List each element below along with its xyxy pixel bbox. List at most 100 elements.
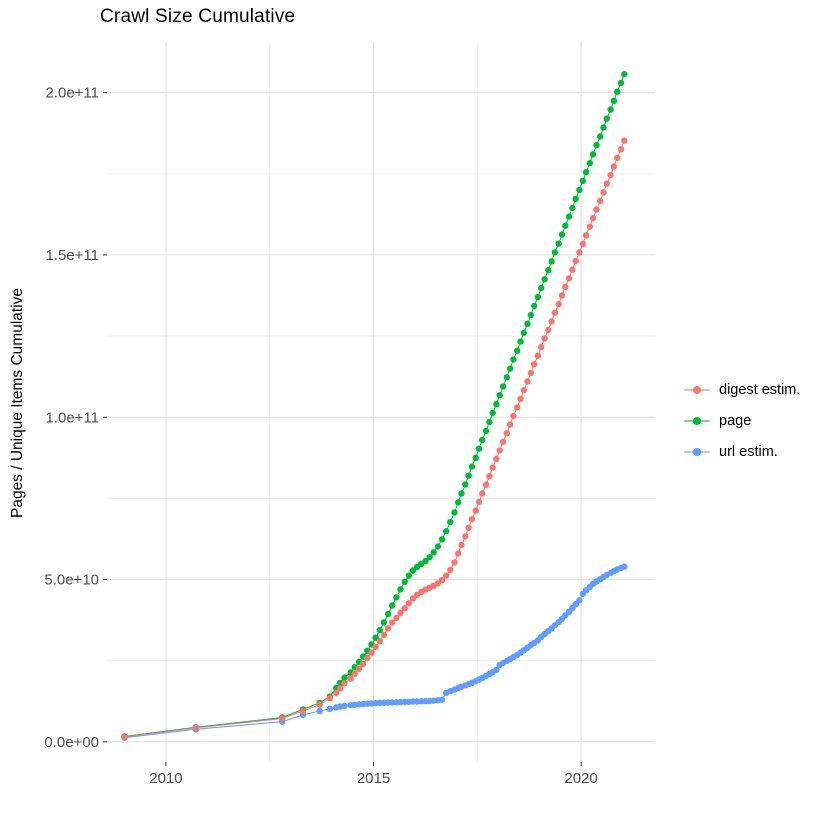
data-point: [482, 427, 490, 435]
data-point: [614, 88, 621, 95]
data-point: [514, 347, 521, 354]
data-point: [299, 707, 307, 715]
data-point: [493, 455, 500, 463]
data-point: [558, 231, 566, 238]
data-point: [579, 177, 586, 185]
data-point: [558, 292, 566, 299]
data-point: [468, 516, 476, 523]
data-point: [462, 481, 469, 488]
data-point: [482, 481, 490, 488]
data-point: [489, 409, 496, 417]
x-tick-label: 2015: [357, 770, 390, 787]
data-point: [472, 507, 479, 514]
data-point: [326, 694, 334, 702]
legend-item: url estim.: [684, 442, 800, 462]
data-point: [579, 240, 586, 248]
data-point: [458, 541, 465, 549]
data-point: [541, 276, 548, 283]
data-point: [503, 374, 510, 381]
data-point: [510, 412, 517, 420]
data-point: [572, 195, 579, 202]
data-point: [534, 352, 542, 359]
data-point: [468, 463, 476, 470]
data-point: [368, 649, 375, 656]
data-point: [603, 180, 610, 187]
data-point: [372, 634, 379, 641]
data-point: [384, 625, 392, 632]
data-point: [489, 464, 496, 471]
data-point: [409, 595, 417, 602]
data-point: [551, 249, 559, 256]
data-point: [279, 715, 286, 722]
legend-label: digest estim.: [719, 382, 801, 398]
data-point: [534, 293, 542, 301]
data-point: [447, 566, 454, 573]
data-point: [341, 674, 348, 681]
x-tick-label: 2020: [564, 770, 597, 787]
data-point: [341, 702, 348, 709]
data-point: [576, 186, 583, 194]
data-point: [472, 454, 479, 461]
data-point: [524, 378, 531, 385]
chart-title: Crawl Size Cumulative: [100, 6, 296, 27]
data-point: [389, 602, 396, 609]
data-point: [438, 577, 446, 584]
data-point: [517, 395, 524, 402]
data-point: [389, 619, 396, 626]
legend-item: digest estim.: [684, 380, 800, 400]
data-point: [589, 151, 597, 158]
y-tick-label: 5.0e+10: [44, 572, 99, 589]
data-point: [614, 154, 621, 162]
data-point: [493, 666, 500, 673]
data-point: [524, 320, 531, 327]
legend-label: page: [719, 413, 752, 429]
data-point: [401, 578, 408, 585]
data-point: [475, 498, 483, 506]
data-point: [397, 586, 404, 593]
y-tick-label: 0.0e+00: [44, 734, 99, 751]
data-point: [493, 401, 500, 408]
data-point: [316, 701, 323, 708]
data-point: [514, 404, 521, 411]
data-point: [438, 696, 446, 703]
data-point: [520, 329, 527, 337]
data-point: [621, 70, 628, 78]
data-point: [510, 356, 517, 363]
data-point: [597, 133, 604, 140]
url-series-marker-icon: [684, 442, 710, 462]
data-point: [617, 146, 625, 153]
data-point: [380, 619, 388, 626]
data-point: [597, 197, 604, 205]
data-point: [443, 528, 450, 535]
data-point: [572, 257, 579, 265]
data-point: [541, 335, 548, 342]
data-point: [593, 142, 600, 149]
data-point: [455, 550, 462, 557]
data-point: [465, 472, 472, 479]
page-series-marker-icon: [684, 411, 710, 431]
data-point: [607, 106, 614, 113]
data-point: [496, 392, 503, 399]
data-point: [576, 249, 583, 256]
data-point: [121, 733, 128, 741]
data-point: [333, 689, 340, 697]
data-point: [372, 643, 379, 650]
data-point: [621, 137, 628, 144]
data-point: [316, 707, 323, 715]
data-point: [393, 614, 400, 622]
data-point: [486, 418, 493, 426]
y-tick-label: 2.0e+11: [45, 85, 99, 102]
data-point: [565, 275, 573, 282]
data-point: [458, 490, 465, 497]
data-point: [582, 232, 590, 239]
data-point: [380, 631, 388, 638]
data-point: [503, 430, 510, 437]
legend-item: page: [684, 411, 800, 431]
data-point: [351, 670, 358, 677]
y-tick-label: 1.5e+11: [45, 247, 99, 264]
data-point: [486, 473, 493, 480]
data-point: [475, 445, 483, 452]
data-point: [531, 302, 538, 310]
data-point: [451, 559, 458, 566]
data-point: [393, 594, 400, 601]
